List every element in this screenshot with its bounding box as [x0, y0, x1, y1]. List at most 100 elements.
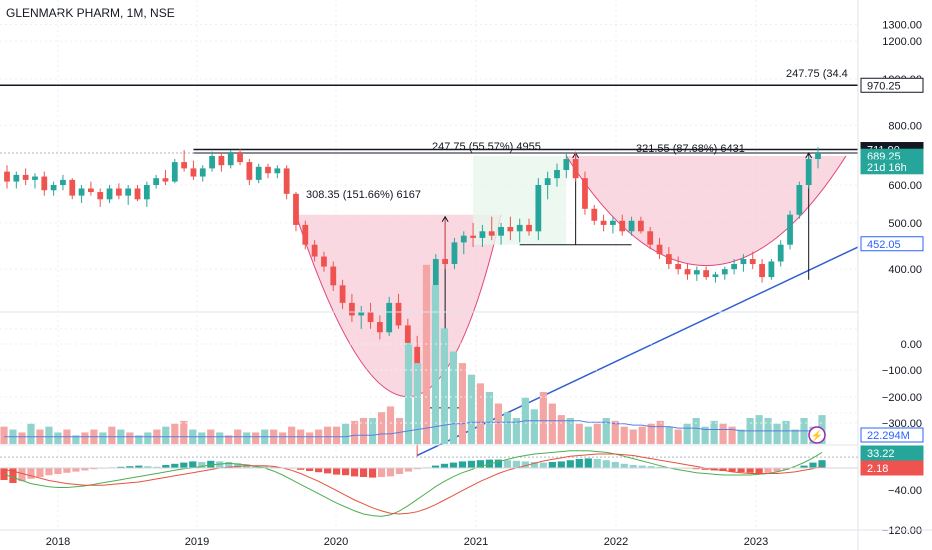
volume-bar — [404, 342, 413, 444]
volume-bar — [710, 420, 718, 444]
macd-signal-label-box — [860, 460, 924, 476]
volume-label-box — [860, 427, 924, 443]
volume-tick-label: −100.00 — [882, 365, 922, 377]
macd-histogram-bar — [0, 468, 8, 480]
macd-histogram-bar — [413, 468, 422, 470]
candle-body — [451, 242, 458, 265]
measure-3-head — [805, 152, 813, 159]
candle-body — [199, 168, 206, 177]
candle-body — [50, 185, 57, 191]
macd-histogram-bar — [692, 468, 700, 470]
price-label-box — [860, 77, 924, 93]
volume-bar — [629, 429, 637, 444]
candle-body — [283, 168, 290, 194]
macd-histogram-bar — [611, 462, 619, 468]
volume-bar — [548, 403, 556, 444]
volume-bar — [252, 432, 260, 444]
macd-histogram-bar — [368, 468, 377, 478]
candle-body — [479, 231, 486, 238]
candle-body — [302, 224, 309, 245]
macd-histogram-bar — [270, 466, 278, 468]
macd-histogram-bar — [9, 468, 17, 483]
volume-bar — [512, 417, 520, 444]
macd-histogram-bar — [593, 459, 601, 468]
macd-histogram-bar — [234, 463, 242, 468]
macd-histogram-bar — [647, 466, 655, 468]
macd-label: 33.22 — [867, 448, 895, 460]
candle-body — [563, 159, 570, 170]
candle-body — [610, 220, 616, 225]
volume-bar — [728, 426, 736, 444]
volume-bar — [162, 426, 170, 444]
price-tick-label: 600.00 — [888, 180, 922, 192]
macd-histogram-bar — [476, 460, 485, 468]
candle-body — [703, 270, 710, 278]
volume-bar — [45, 426, 53, 444]
candle-body — [647, 231, 654, 245]
x-axis-label: 2022 — [604, 536, 628, 548]
volume-bar — [782, 420, 790, 444]
volume-bar — [566, 417, 574, 444]
macd-histogram-bar — [656, 466, 664, 468]
candle-body — [656, 244, 663, 255]
macd-histogram-bar — [782, 468, 790, 470]
candle-body — [572, 159, 579, 179]
macd-histogram-bar — [54, 468, 62, 474]
volume-bar — [485, 391, 494, 444]
volume-bar — [719, 423, 727, 444]
candle-body — [115, 188, 122, 196]
macd-histogram-bar — [144, 466, 152, 468]
candle-body — [721, 269, 728, 275]
volume-bar — [198, 432, 206, 444]
volume-bar — [288, 426, 296, 444]
candle-body — [665, 254, 672, 265]
volume-bar — [377, 412, 386, 444]
x-axis-label: 2018 — [46, 536, 70, 548]
volume-bar — [135, 435, 143, 444]
macd-histogram-bar — [440, 463, 449, 468]
candle-body — [759, 264, 765, 278]
candle-body — [255, 166, 262, 180]
price-label: 21d 16h — [867, 162, 907, 174]
macd-signal-line — [3, 453, 823, 515]
candle-body — [311, 244, 318, 257]
candle-body — [349, 302, 355, 316]
measure-label: 247.75 (55.57%) 4955 — [432, 141, 541, 153]
candle-body — [274, 168, 281, 174]
candle-body — [628, 220, 635, 232]
price-label: 970.25 — [867, 80, 901, 92]
volume-bar — [243, 432, 251, 444]
macd-histogram-bar — [431, 465, 440, 468]
volume-bar — [647, 423, 655, 444]
macd-histogram-bar — [45, 468, 53, 476]
volume-bar — [440, 328, 449, 444]
candle-body — [339, 285, 346, 303]
macd-histogram-bar — [135, 465, 143, 468]
price-label: 452.05 — [867, 239, 901, 251]
volume-bar — [341, 423, 350, 444]
volume-bar — [467, 374, 476, 444]
candle-body — [265, 166, 271, 174]
macd-histogram-bar — [602, 460, 610, 468]
volume-bar — [593, 423, 601, 444]
volume-bar — [503, 412, 511, 444]
candle-body — [442, 259, 449, 265]
macd-tick-label: −40.00 — [888, 485, 922, 497]
candle-body — [787, 214, 793, 245]
candle-body — [507, 227, 514, 232]
macd-histogram-bar — [773, 468, 781, 472]
candle-body — [386, 302, 393, 333]
volume-bar — [539, 391, 547, 444]
chart-title: GLENMARK PHARM, 1M, NSE — [6, 6, 175, 20]
macd-line — [3, 450, 823, 517]
candle-body — [740, 259, 747, 265]
volume-tick-label: −300.00 — [882, 418, 922, 430]
volume-bar — [683, 423, 691, 444]
macd-histogram-bar — [359, 468, 368, 477]
macd-histogram-bar — [503, 460, 511, 468]
macd-histogram-bar — [386, 468, 395, 477]
macd-histogram-bar — [719, 468, 727, 471]
volume-tick-label: 0.00 — [901, 339, 922, 351]
candle-body — [321, 256, 327, 267]
